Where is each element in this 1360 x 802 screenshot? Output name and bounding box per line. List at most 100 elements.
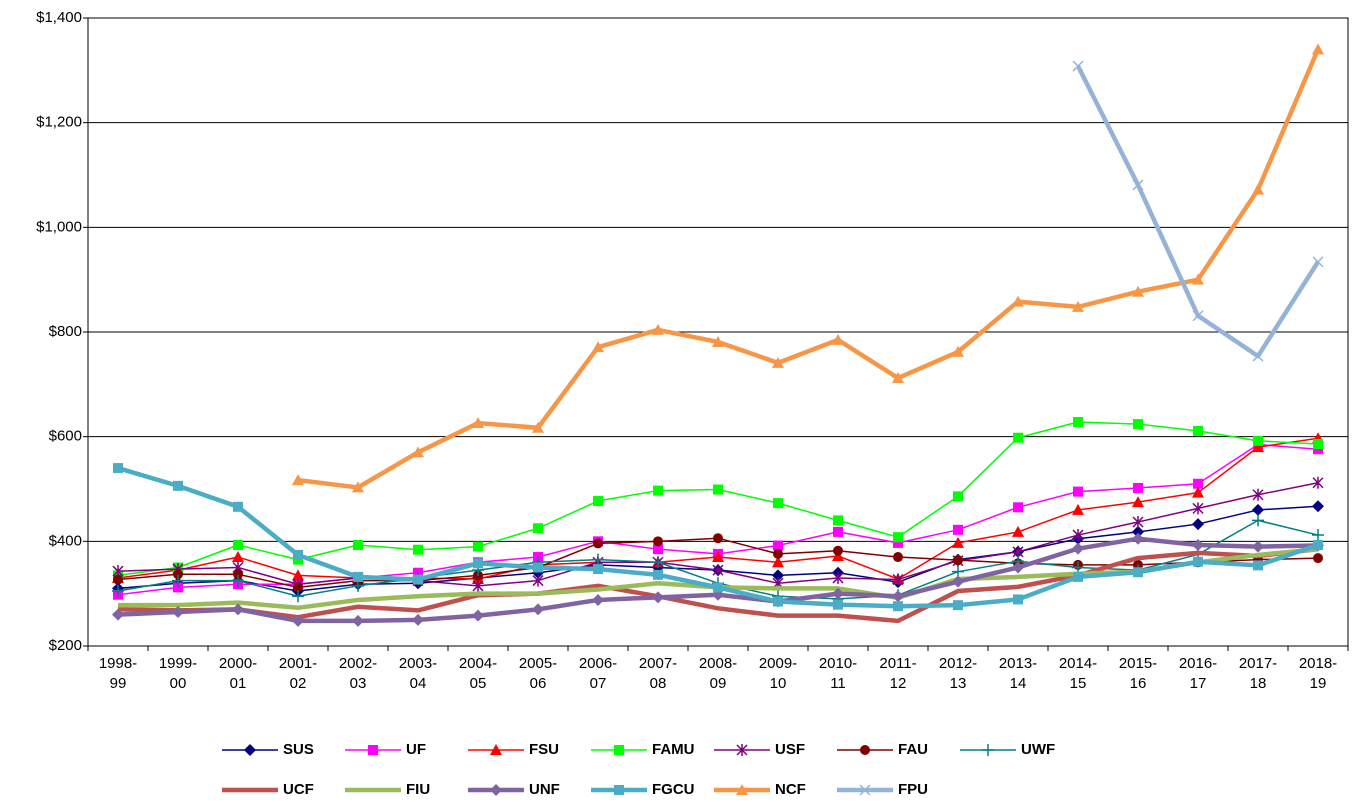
marker (982, 744, 994, 756)
marker (892, 372, 904, 384)
legend-label: FIU (406, 781, 430, 798)
marker (712, 564, 724, 577)
legend-label: FPU (898, 781, 928, 798)
x-tick-label: 2013-14 (998, 655, 1038, 692)
marker (1192, 273, 1204, 285)
marker (1252, 183, 1264, 195)
marker (532, 574, 544, 587)
marker (593, 564, 603, 575)
x-tick-label: 2003-04 (398, 655, 438, 692)
marker (1013, 594, 1023, 605)
marker (1132, 496, 1144, 508)
marker (833, 515, 843, 526)
marker (1072, 503, 1084, 515)
legend-label: UF (406, 741, 426, 758)
x-tick-label: 2001-02 (278, 655, 318, 692)
marker (233, 569, 243, 580)
marker (713, 582, 723, 593)
marker (1252, 503, 1264, 516)
series-line (297, 48, 1321, 490)
marker (892, 590, 904, 603)
marker (652, 591, 664, 604)
marker (736, 784, 748, 795)
marker (773, 596, 783, 607)
marker (173, 480, 183, 491)
marker (1192, 538, 1204, 551)
marker (532, 421, 544, 433)
marker (1073, 571, 1083, 582)
marker (1313, 553, 1323, 564)
marker (713, 484, 723, 495)
marker (592, 553, 604, 566)
marker (653, 536, 663, 547)
marker (1132, 515, 1144, 528)
marker (1313, 444, 1323, 455)
marker (773, 548, 783, 559)
marker (292, 569, 304, 581)
marker (1132, 285, 1144, 297)
marker (1132, 179, 1144, 191)
marker (1012, 525, 1024, 537)
marker (413, 544, 423, 555)
marker (292, 474, 304, 486)
marker (1312, 256, 1324, 268)
marker (772, 356, 784, 368)
x-tick-label: 2018-19 (1298, 655, 1338, 692)
marker (653, 485, 663, 496)
marker (533, 562, 543, 573)
marker (532, 603, 544, 616)
x-tick-label: 2014-15 (1058, 655, 1098, 692)
marker (292, 590, 304, 603)
marker (233, 539, 243, 550)
y-tick-label: $800 (49, 323, 82, 340)
marker (172, 605, 184, 618)
marker (472, 579, 484, 592)
x-tick-label: 2010-11 (818, 655, 858, 692)
marker (652, 323, 664, 335)
x-tick-label: 2006-07 (578, 655, 618, 692)
marker (1252, 514, 1264, 527)
marker (593, 496, 603, 507)
marker (833, 526, 843, 537)
y-tick-label: $1,200 (36, 114, 82, 131)
y-tick-label: $400 (49, 532, 82, 549)
marker (859, 784, 871, 796)
marker (832, 587, 844, 600)
marker (1192, 518, 1204, 531)
marker (893, 601, 903, 612)
marker (1073, 417, 1083, 428)
marker (1193, 478, 1203, 489)
marker (1073, 486, 1083, 497)
marker (1253, 435, 1263, 446)
marker (773, 498, 783, 509)
marker (173, 569, 183, 580)
marker (893, 537, 903, 548)
marker (368, 745, 378, 755)
marker (860, 745, 870, 755)
marker (952, 575, 964, 588)
marker (292, 614, 304, 627)
marker (1072, 529, 1084, 542)
marker (614, 785, 624, 795)
marker (833, 599, 843, 610)
marker (713, 533, 723, 544)
marker (1193, 556, 1203, 567)
x-tick-label: 2008-09 (698, 655, 738, 692)
marker (953, 491, 963, 502)
marker (232, 551, 244, 563)
marker (833, 545, 843, 556)
marker (232, 603, 244, 616)
marker (652, 556, 664, 569)
x-tick-label: 1998-99 (98, 655, 138, 692)
marker (614, 745, 624, 755)
marker (892, 573, 904, 586)
x-tick-label: 2007-08 (638, 655, 678, 692)
marker (1312, 476, 1324, 489)
y-tick-label: $200 (49, 637, 82, 654)
x-tick-label: 2004-05 (458, 655, 498, 692)
marker (1192, 502, 1204, 515)
marker (113, 463, 123, 474)
marker (1192, 486, 1204, 498)
x-tick-label: 2002-03 (338, 655, 378, 692)
